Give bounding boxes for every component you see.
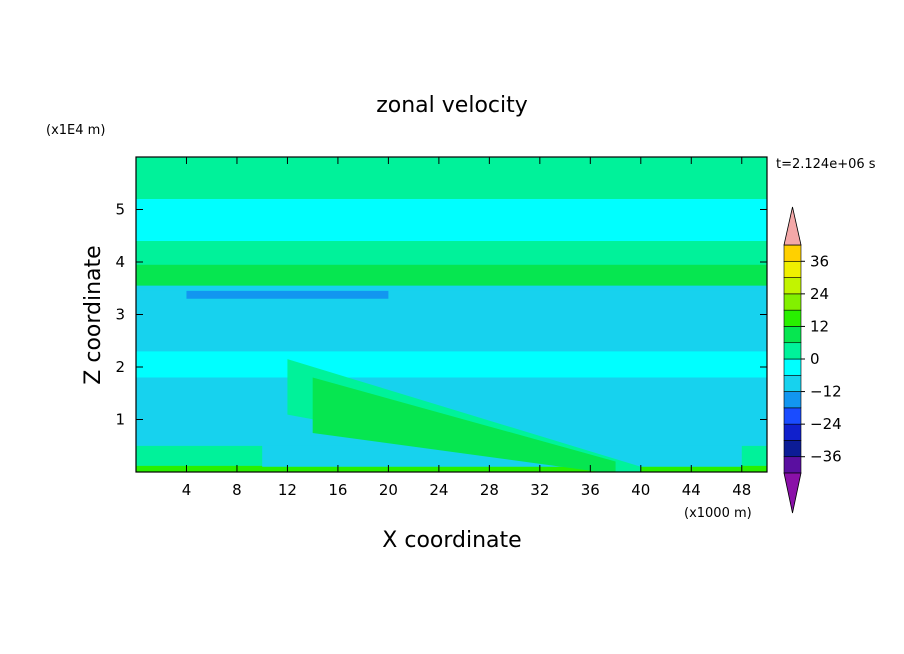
chart-title: zonal velocity	[376, 93, 528, 118]
colorbar-segment	[783, 391, 802, 409]
x-tick-label: 28	[480, 481, 499, 499]
y-axis-units: (x1E4 m)	[46, 123, 105, 138]
colorbar: 36 24 12 0 −12 −24 −36	[783, 206, 842, 514]
y-tick-label: 1	[115, 411, 125, 429]
colorbar-segment	[783, 342, 802, 360]
colorbar-segment	[783, 423, 802, 441]
y-axis-label: Z coordinate	[81, 245, 106, 384]
colorbar-tick-label: 24	[810, 285, 829, 303]
colorbar-segment	[783, 456, 802, 474]
colorbar-tick-label: 12	[810, 317, 829, 335]
y-tick-label: 4	[115, 253, 125, 271]
x-tick-label: 20	[379, 481, 398, 499]
x-tick-label: 48	[732, 481, 751, 499]
field-band-5	[136, 290, 767, 352]
x-axis-label: X coordinate	[382, 528, 521, 553]
field-band-9	[136, 199, 767, 241]
colorbar-segment	[783, 358, 802, 376]
colorbar-segment	[783, 260, 802, 278]
field-band-0	[136, 465, 767, 472]
field-band-4	[136, 351, 767, 378]
x-tick-label: 36	[581, 481, 600, 499]
colorbar-tick-label: −36	[810, 448, 842, 466]
y-tick-label: 5	[115, 201, 125, 219]
colorbar-segment	[783, 309, 802, 327]
x-axis-ticks: 4 8 12 16 20 24 28 32 36 40 44 48	[182, 157, 751, 499]
x-tick-label: 12	[278, 481, 297, 499]
y-tick-label: 3	[115, 306, 125, 324]
x-tick-label: 32	[530, 481, 549, 499]
colorbar-segment	[783, 293, 802, 311]
x-tick-label: 16	[328, 481, 347, 499]
colorbar-segment	[783, 374, 802, 392]
jet-band-1	[312, 377, 616, 472]
colorbar-segment	[783, 440, 802, 458]
x-tick-label: 24	[429, 481, 448, 499]
field-band-10	[136, 157, 767, 199]
y-axis-ticks: 1 2 3 4 5	[115, 201, 767, 429]
time-label: t=2.124e+06 s	[776, 157, 876, 172]
field-band-8	[136, 241, 767, 265]
field-band-7	[136, 264, 767, 286]
colorbar-segment	[783, 407, 802, 425]
x-tick-label: 4	[182, 481, 192, 499]
colorbar-tick-label: −12	[810, 383, 842, 401]
colorbar-tick-label: 0	[810, 350, 820, 368]
colorbar-tick-label: 36	[810, 252, 829, 270]
colorbar-tick-label: −24	[810, 415, 842, 433]
x-tick-label: 40	[631, 481, 650, 499]
jet-band-0	[287, 359, 641, 472]
colorbar-over-triangle	[783, 206, 802, 246]
velocity-field	[136, 157, 767, 472]
y-tick-label: 2	[115, 358, 125, 376]
colorbar-segment	[783, 244, 802, 262]
field-band-6	[186, 290, 389, 299]
x-axis-units: (x1000 m)	[684, 506, 752, 521]
colorbar-segment	[783, 277, 802, 295]
colorbar-under-triangle	[783, 472, 802, 514]
colorbar-segment	[783, 326, 802, 344]
x-tick-label: 8	[232, 481, 242, 499]
x-tick-label: 44	[682, 481, 701, 499]
